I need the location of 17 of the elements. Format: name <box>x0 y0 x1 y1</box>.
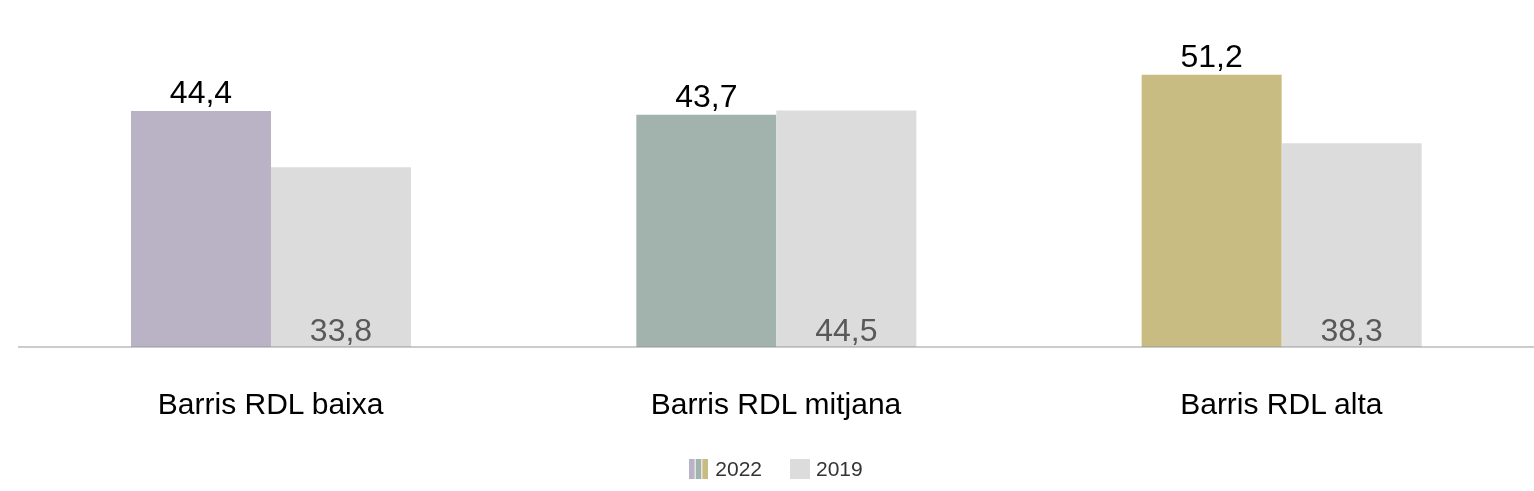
bar <box>1281 143 1422 347</box>
legend-label: 2019 <box>816 457 863 481</box>
legend-label: 2022 <box>715 457 762 481</box>
bar <box>1141 74 1282 347</box>
data-label: 51,2 <box>1180 37 1243 74</box>
x-tick-label: Barris RDL alta <box>1180 387 1383 421</box>
bar <box>271 167 411 347</box>
x-tick-label: Barris RDL baixa <box>157 387 384 421</box>
data-label: 33,8 <box>309 312 373 348</box>
bar <box>131 110 271 347</box>
data-label: 38,3 <box>1320 312 1383 348</box>
bar <box>636 114 777 347</box>
bar <box>776 110 917 347</box>
data-label: 44,4 <box>169 73 233 110</box>
data-label: 44,5 <box>815 312 878 348</box>
x-tick-label: Barris RDL mitjana <box>650 387 902 421</box>
data-label: 43,7 <box>675 77 738 114</box>
